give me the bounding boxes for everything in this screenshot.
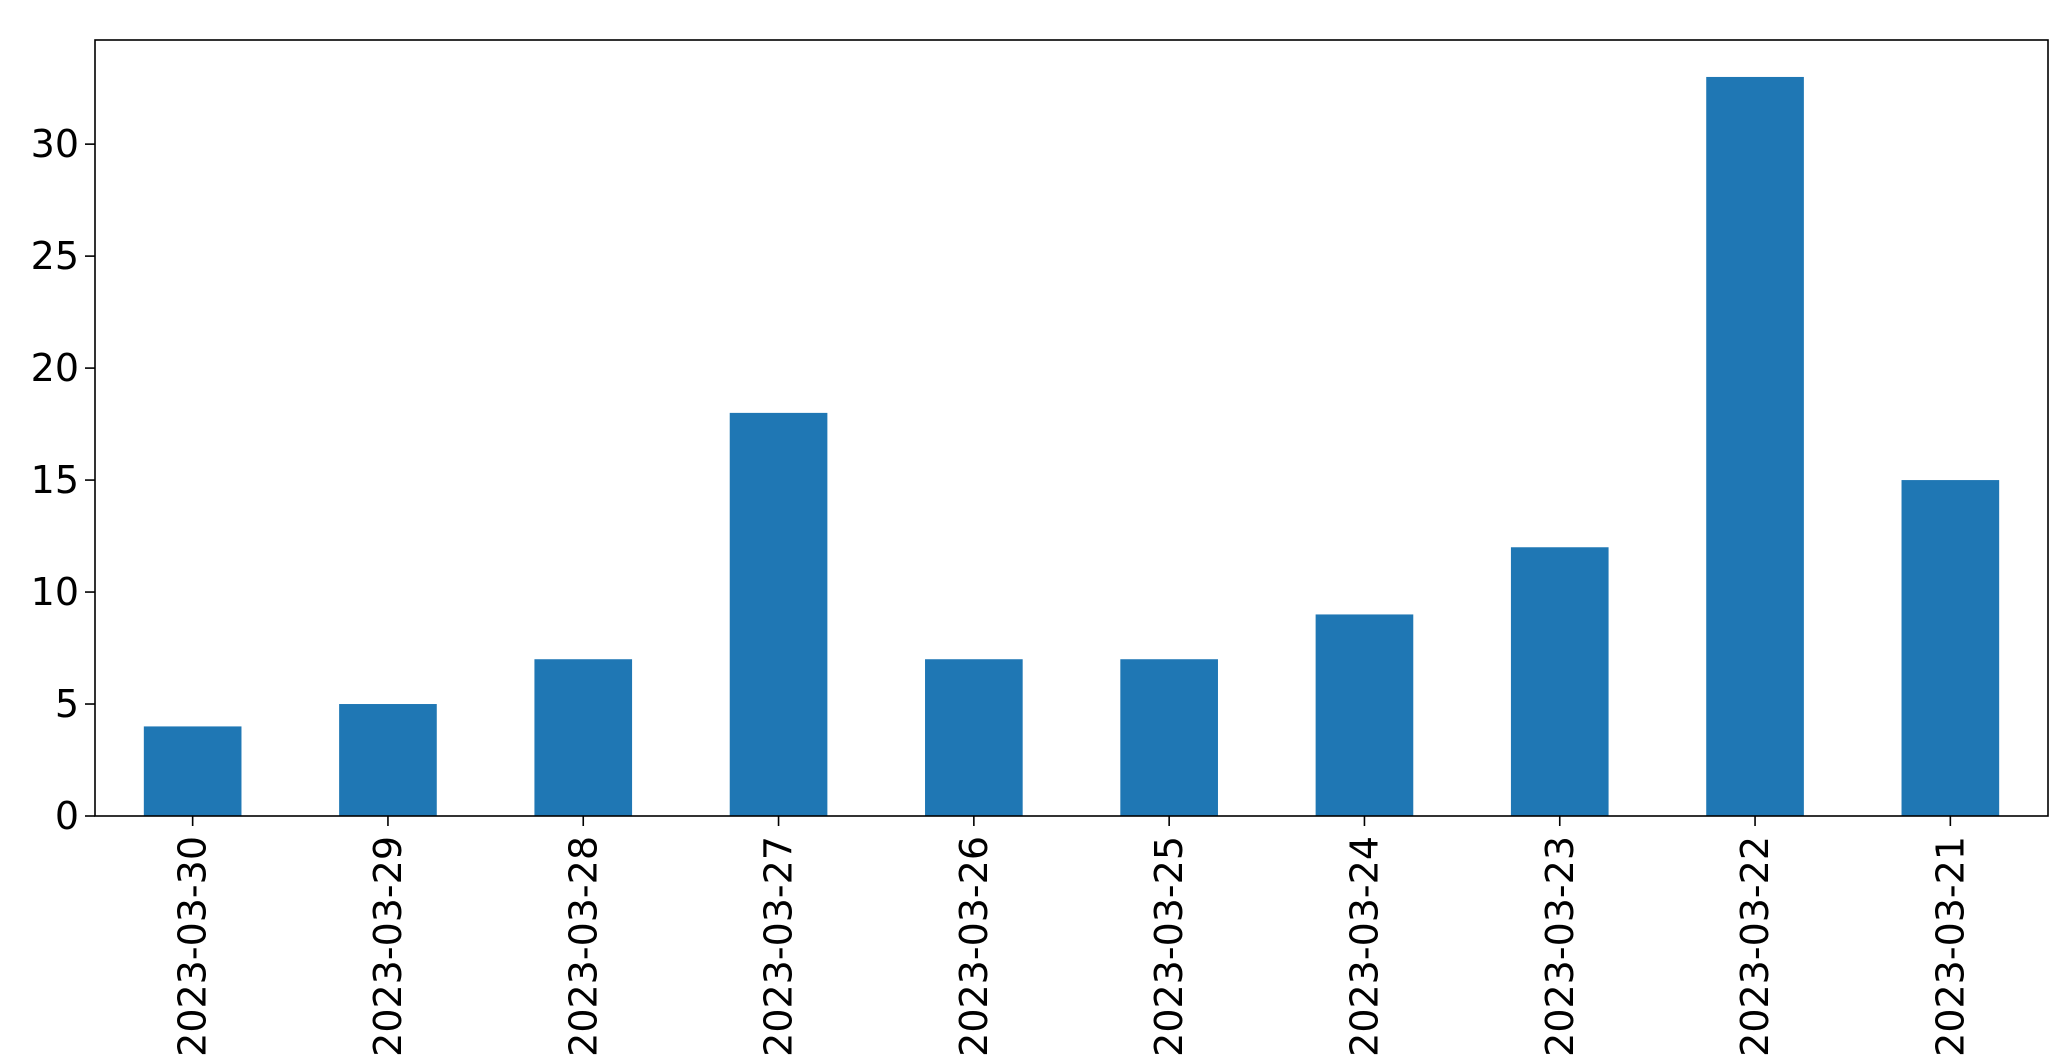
x-tick-label: 2023-03-26	[952, 836, 996, 1057]
y-tick-label: 0	[55, 794, 79, 838]
bar-2023-03-28	[534, 659, 633, 816]
x-tick-label: 2023-03-21	[1928, 836, 1972, 1057]
bar-2023-03-27	[729, 412, 828, 816]
x-tick-label: 2023-03-27	[757, 836, 801, 1057]
x-tick-label: 2023-03-23	[1538, 836, 1582, 1057]
x-tick-label: 2023-03-24	[1342, 836, 1386, 1057]
bars-layer	[143, 76, 2000, 816]
y-tick-label: 15	[31, 458, 79, 502]
bar-2023-03-30	[143, 726, 242, 816]
bar-2023-03-24	[1315, 614, 1414, 816]
x-tick-label: 2023-03-29	[366, 836, 410, 1057]
x-tick-label: 2023-03-22	[1733, 836, 1777, 1057]
bar-2023-03-22	[1706, 76, 1804, 816]
bar-2023-03-23	[1510, 547, 1609, 816]
x-tick-label: 2023-03-28	[561, 836, 605, 1057]
axes-frame	[94, 39, 2049, 817]
y-tick-label: 30	[31, 122, 79, 166]
y-axis: 0 5 10 15 20 25 30	[31, 122, 95, 838]
y-tick-label: 5	[55, 682, 79, 726]
bar-2023-03-21	[1901, 480, 2000, 816]
y-tick-label: 20	[31, 346, 79, 390]
x-tick-label: 2023-03-25	[1147, 836, 1191, 1057]
x-axis: 2023-03-30 2023-03-29 2023-03-28 2023-03-27…	[171, 816, 1972, 1057]
bar-2023-03-26	[925, 659, 1023, 816]
y-tick-label: 25	[31, 234, 79, 278]
bar-2023-03-29	[339, 704, 437, 816]
y-tick-label: 10	[31, 570, 79, 614]
bar-2023-03-25	[1120, 659, 1218, 816]
x-tick-label: 2023-03-30	[171, 836, 215, 1057]
